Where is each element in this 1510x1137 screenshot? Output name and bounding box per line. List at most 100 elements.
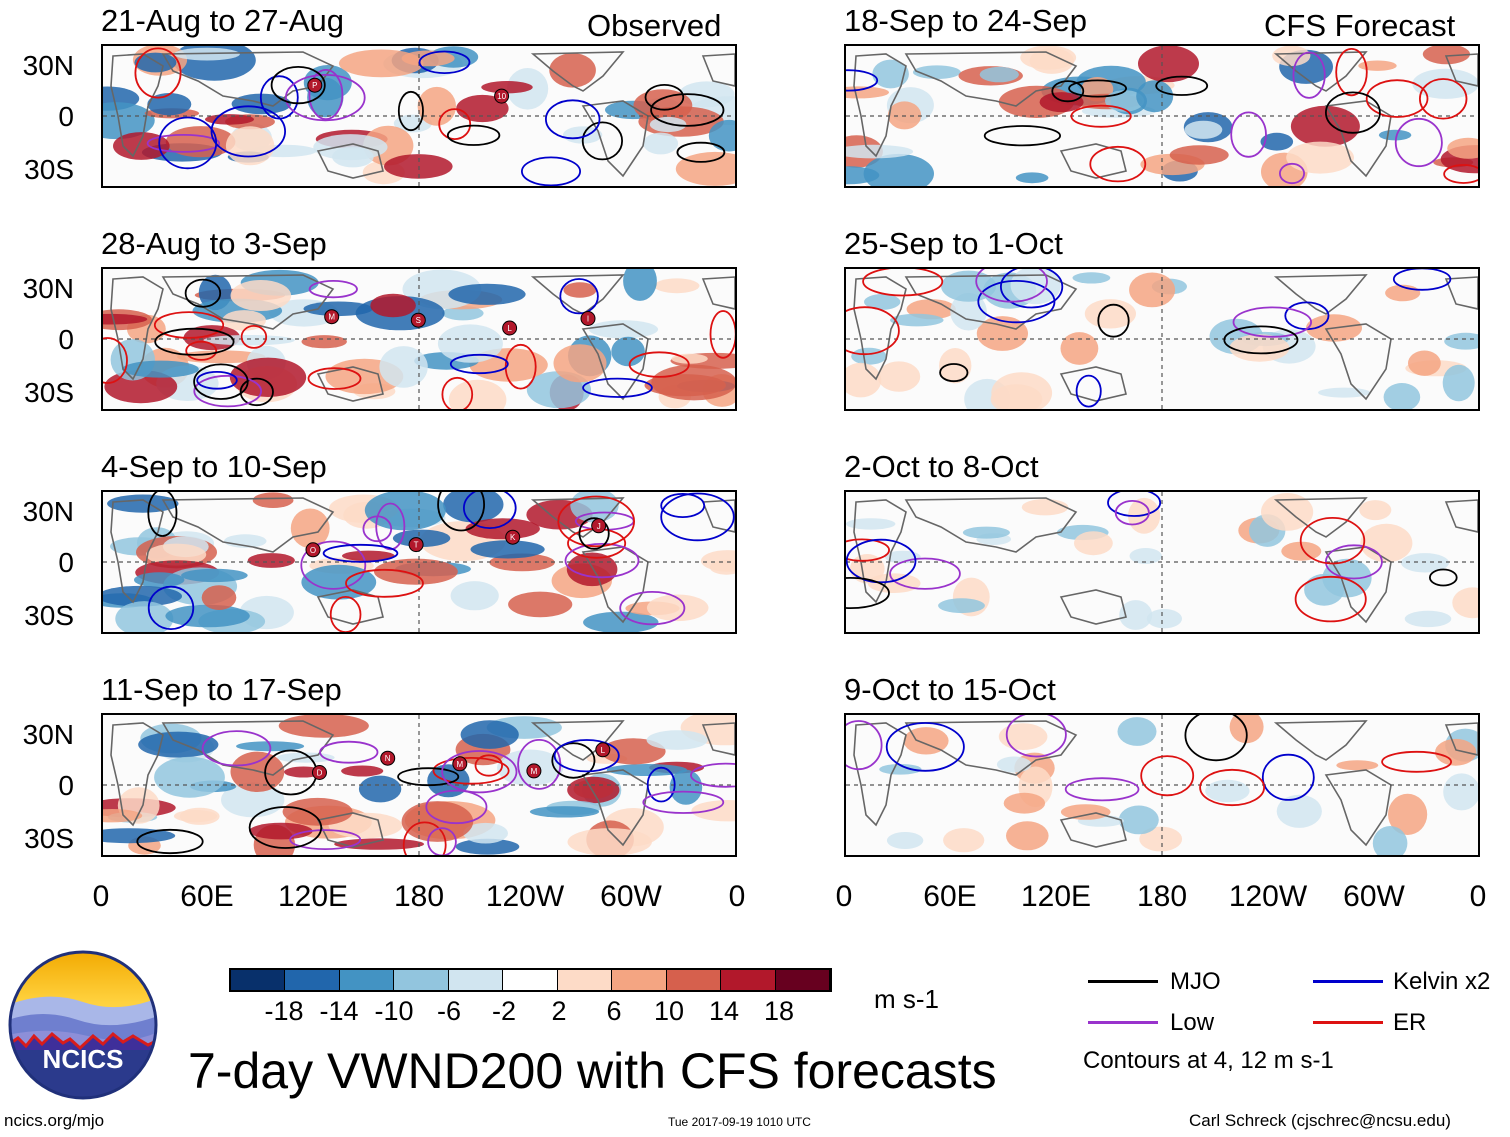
forecast-map-panel [844, 44, 1480, 188]
anomaly-blob [1138, 46, 1199, 83]
coastline [316, 366, 384, 402]
anomaly-blob [611, 336, 645, 367]
wave-contour [1064, 777, 1140, 802]
anomaly-blob [976, 316, 1028, 351]
anomaly-blob [1260, 132, 1294, 151]
coastline [1059, 143, 1127, 179]
wave-contour [1335, 47, 1368, 97]
colorbar-swatch [339, 970, 395, 990]
anomaly-blob [508, 591, 573, 618]
coastline [1444, 499, 1478, 533]
anomaly-blob [364, 492, 446, 531]
wave-contour [846, 69, 879, 92]
wave-contour [1428, 568, 1458, 587]
colorbar-label: 18 [763, 996, 795, 1026]
anomaly-blob [1272, 46, 1311, 66]
footer-url[interactable]: ncics.org/mjo [4, 1111, 105, 1130]
anomaly-blob [443, 492, 504, 523]
wave-contour [397, 767, 460, 787]
observed-header: Observed [587, 8, 722, 43]
lat-label-30n: 30N [22, 496, 74, 527]
wave-contour [642, 790, 725, 814]
anomaly-blob [332, 146, 374, 168]
wave-contour [581, 121, 623, 161]
lon-label: 60E [923, 880, 977, 913]
anomaly-blob [996, 756, 1032, 773]
coastline [110, 53, 164, 158]
wave-contour [846, 577, 890, 609]
colorbar-swatch [231, 970, 286, 990]
coastline [1324, 323, 1392, 401]
wave-contour [185, 340, 218, 361]
wave-contour [210, 105, 286, 158]
anomaly-blob [846, 166, 880, 185]
wave-contour [402, 821, 447, 855]
anomaly-blob [379, 346, 428, 388]
wave-contour [1114, 500, 1150, 526]
wave-contour [939, 363, 969, 383]
anomaly-blob [249, 822, 313, 840]
anomaly-blob [646, 594, 709, 622]
wave-contour [1097, 303, 1130, 338]
wave-contour [362, 515, 393, 543]
legend-mjo-line [1088, 980, 1158, 983]
lat-label-eq: 0 [58, 547, 74, 578]
footer-author: Carl Schreck (cjschrec@ncsu.edu) [1189, 1111, 1451, 1130]
coastline [581, 546, 649, 624]
anomaly-blob [943, 828, 985, 853]
colorbar-units: m s-1 [874, 984, 939, 1014]
forecast-header: CFS Forecast [1264, 8, 1456, 43]
wave-contour [463, 492, 517, 529]
anomaly-blob [851, 347, 887, 365]
storm-marker: 10 [494, 88, 510, 104]
colorbar-swatch [557, 970, 613, 990]
wave-contour [545, 99, 601, 140]
observed-map-panel: O T K J [101, 490, 737, 634]
observed-map-panel: D N M M L [101, 713, 737, 857]
map-canvas: O T K J [103, 492, 735, 632]
anomaly-blob [1010, 269, 1061, 305]
anomaly-blob [1169, 145, 1229, 165]
wave-contour [153, 311, 225, 339]
svg-text:I: I [587, 315, 589, 324]
wave-contour [322, 543, 399, 563]
lon-label: 0 [1469, 880, 1487, 913]
anomaly-blob [456, 94, 509, 123]
coastline [530, 720, 625, 761]
anomaly-blob [562, 126, 603, 144]
wave-contour [158, 116, 218, 170]
wave-contour [690, 762, 735, 788]
anomaly-blob [134, 52, 177, 73]
wave-contour [564, 542, 640, 579]
anomaly-blob [877, 361, 921, 392]
anomaly-blob [1184, 120, 1223, 139]
storm-marker: K [505, 529, 521, 545]
anomaly-blob [1205, 779, 1250, 803]
wave-contour [1381, 750, 1452, 773]
anomaly-blob [553, 344, 607, 383]
logo-text: NCICS [43, 1044, 124, 1074]
anomaly-blob [173, 810, 218, 823]
svg-text:J: J [597, 522, 601, 531]
legend-er-label: ER [1393, 1009, 1427, 1036]
anomaly-blob [1408, 350, 1441, 376]
anomaly-blob [1006, 821, 1049, 851]
coastline [110, 276, 164, 381]
colorbar-label: 2 [551, 996, 567, 1026]
coastline [581, 100, 649, 178]
forecast-map-panel [844, 267, 1480, 411]
wave-contour [308, 68, 344, 121]
anomaly-blob [113, 132, 170, 160]
wave-contour [1140, 755, 1195, 797]
wave-contour [1199, 768, 1266, 807]
wave-contour [154, 327, 235, 356]
anomaly-blob [649, 116, 687, 133]
anomaly-blob [1372, 826, 1408, 855]
anomaly-blob [465, 518, 540, 540]
storm-marker: I [580, 311, 596, 326]
wave-contour [136, 828, 204, 855]
anomaly-blob [1388, 793, 1428, 835]
colorbar-label: -14 [319, 996, 359, 1026]
wave-contour [1292, 51, 1326, 99]
forecast-panel-title: 25-Sep to 1-Oct [844, 226, 1063, 261]
